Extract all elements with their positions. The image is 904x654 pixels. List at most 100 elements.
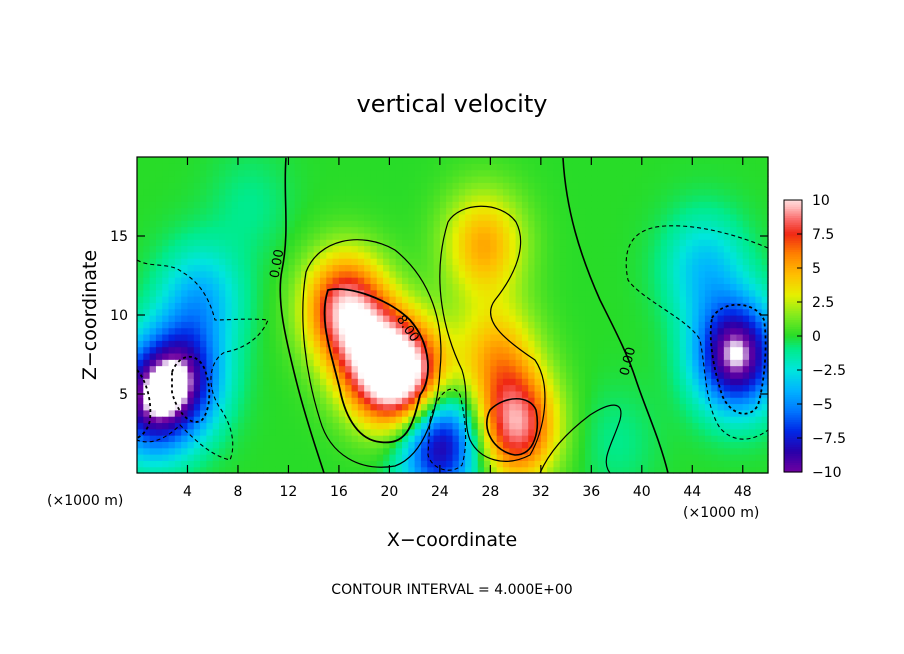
heatmap-cell [730, 365, 738, 373]
heatmap-cell [338, 296, 346, 303]
heatmap-cell [566, 416, 573, 424]
heatmap-cell [338, 315, 346, 322]
heatmap-cell [174, 201, 182, 209]
heatmap-cell [641, 277, 649, 284]
heatmap-cell [755, 251, 763, 259]
heatmap-cell [559, 422, 567, 430]
heatmap-cell [717, 232, 725, 240]
heatmap-cell [219, 232, 226, 240]
heatmap-cell [635, 340, 643, 348]
heatmap-cell [162, 213, 170, 221]
heatmap-cell [654, 194, 662, 202]
heatmap-cell [534, 365, 542, 373]
heatmap-cell [465, 359, 473, 367]
heatmap-cell [559, 441, 567, 449]
heatmap-cell [420, 283, 428, 291]
heatmap-cell [610, 264, 618, 272]
heatmap-cell [143, 346, 151, 354]
heatmap-cell [685, 308, 693, 316]
heatmap-cell [301, 359, 308, 367]
heatmap-cell [219, 213, 226, 221]
heatmap-cell [357, 422, 365, 430]
heatmap-cell [269, 207, 277, 215]
heatmap-cell [307, 460, 315, 468]
heatmap-cell [326, 416, 334, 424]
heatmap-cell [660, 220, 668, 228]
heatmap-cell [187, 416, 195, 424]
heatmap-cell [402, 277, 409, 284]
heatmap-cell [237, 422, 245, 430]
heatmap-cell [471, 188, 479, 196]
heatmap-cell [433, 378, 441, 386]
heatmap-cell [578, 466, 586, 474]
heatmap-cell [477, 232, 485, 240]
heatmap-cell [515, 258, 523, 266]
heatmap-cell [547, 340, 555, 348]
heatmap-cell [288, 239, 296, 247]
heatmap-cell [698, 213, 706, 221]
heatmap-cell [200, 175, 208, 183]
heatmap-cell [155, 447, 163, 455]
heatmap-cell [711, 327, 719, 335]
heatmap-cell [193, 390, 201, 398]
heatmap-cell [648, 239, 656, 247]
heatmap-cell [471, 157, 479, 164]
heatmap-cell [294, 232, 302, 240]
heatmap-cell [521, 466, 529, 474]
heatmap-cell [679, 188, 687, 196]
heatmap-cell [319, 441, 327, 449]
heatmap-cell [673, 340, 681, 348]
heatmap-cell [559, 416, 567, 424]
heatmap-cell [515, 194, 523, 202]
heatmap-cell [187, 302, 195, 310]
heatmap-cell [301, 207, 308, 215]
heatmap-cell [364, 428, 372, 436]
heatmap-cell [521, 157, 529, 164]
heatmap-cell [534, 315, 542, 322]
heatmap-cell [137, 378, 144, 386]
heatmap-cell [566, 321, 573, 329]
heatmap-cell [553, 428, 561, 436]
heatmap-cell [667, 340, 674, 348]
heatmap-cell [547, 308, 555, 316]
heatmap-cell [572, 435, 580, 442]
heatmap-cell [749, 289, 756, 297]
heatmap-cell [174, 428, 182, 436]
heatmap-cell [446, 188, 454, 196]
heatmap-cell [332, 277, 340, 284]
heatmap-cell [219, 346, 226, 354]
heatmap-cell [477, 352, 485, 360]
heatmap-cell [168, 207, 176, 215]
heatmap-cell [294, 207, 302, 215]
heatmap-cell [635, 251, 643, 259]
heatmap-cell [332, 258, 340, 266]
heatmap-cell [515, 416, 523, 424]
heatmap-cell [168, 460, 176, 468]
heatmap-cell [521, 384, 529, 392]
heatmap-cell [635, 428, 643, 436]
heatmap-cell [534, 409, 542, 417]
heatmap-cell [319, 251, 327, 259]
heatmap-cell [275, 289, 283, 297]
heatmap-cell [641, 245, 649, 253]
heatmap-cell [553, 175, 561, 183]
heatmap-cell [294, 163, 302, 171]
heatmap-cell [143, 378, 151, 386]
heatmap-cell [446, 327, 454, 335]
heatmap-cell [629, 397, 637, 405]
heatmap-cell [698, 157, 706, 164]
heatmap-cell [730, 435, 738, 442]
heatmap-cell [704, 201, 712, 209]
heatmap-cell [685, 447, 693, 455]
heatmap-cell [301, 182, 308, 190]
heatmap-cell [540, 289, 548, 297]
heatmap-cell [332, 384, 340, 392]
heatmap-cell [446, 384, 454, 392]
heatmap-cell [288, 378, 296, 386]
heatmap-cell [515, 315, 523, 322]
heatmap-cell [200, 416, 208, 424]
heatmap-cell [685, 454, 693, 461]
heatmap-cell [389, 447, 397, 455]
heatmap-cell [673, 390, 681, 398]
heatmap-cell [263, 460, 271, 468]
